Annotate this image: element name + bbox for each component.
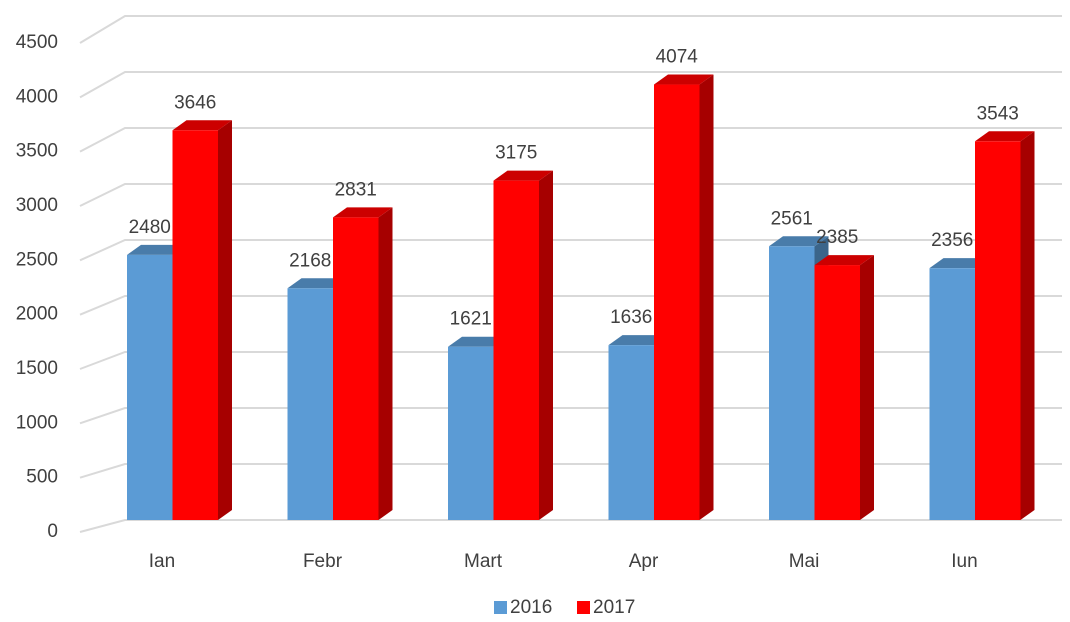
bar-side <box>699 74 714 520</box>
grid-line <box>79 351 1062 370</box>
bar-top <box>769 236 829 247</box>
grid-line <box>79 295 1062 316</box>
bar-front <box>929 268 975 520</box>
data-label: 3646 <box>174 92 216 113</box>
bar-top <box>654 74 714 85</box>
x-tick-label: Mart <box>464 551 503 572</box>
bar <box>975 131 1035 520</box>
bar-front <box>287 288 333 520</box>
bar <box>654 74 714 520</box>
legend-swatch <box>577 601 590 614</box>
data-label: 1621 <box>450 309 492 330</box>
bar-side <box>1020 131 1035 520</box>
legend-swatch <box>494 601 507 614</box>
bar-top <box>929 258 989 269</box>
bar <box>493 170 553 520</box>
y-tick-label: 2000 <box>16 304 58 325</box>
data-label: 2385 <box>816 227 858 248</box>
bar-front <box>172 130 218 520</box>
bar-top <box>333 207 393 218</box>
grid-line <box>79 127 1062 153</box>
y-tick-label: 3000 <box>16 195 58 216</box>
bar-front <box>493 180 539 520</box>
bar-side <box>860 255 874 520</box>
bar-front <box>448 346 494 520</box>
bar-front <box>608 345 654 520</box>
bar-front <box>975 141 1021 520</box>
bar-top <box>975 131 1035 142</box>
bar <box>814 255 874 520</box>
grid-line <box>79 71 1062 99</box>
x-tick-label: Iun <box>951 551 977 572</box>
grid-line <box>79 407 1062 425</box>
data-label: 2831 <box>335 179 377 200</box>
bar-front <box>769 246 815 520</box>
grid-line <box>79 239 1062 262</box>
bar-front <box>814 265 860 520</box>
y-tick-label: 4000 <box>16 86 58 107</box>
data-label: 3175 <box>495 143 537 164</box>
bar <box>172 120 232 520</box>
data-label: 3543 <box>977 103 1019 124</box>
y-tick-label: 4500 <box>16 32 58 53</box>
bar-top <box>814 255 874 266</box>
x-tick-label: Febr <box>303 551 343 572</box>
bar-side <box>378 207 393 520</box>
grid-line <box>79 519 1062 533</box>
data-label: 2168 <box>289 250 331 271</box>
y-tick-label: 1500 <box>16 358 58 379</box>
y-tick-label: 0 <box>47 521 58 542</box>
bar-side <box>218 120 232 520</box>
bar-side <box>539 170 553 520</box>
bar-top <box>127 244 187 255</box>
bar-top <box>287 278 347 289</box>
data-label: 2356 <box>931 230 973 251</box>
data-label: 2561 <box>771 208 813 229</box>
bar-top <box>493 170 553 181</box>
x-tick-label: Mai <box>789 551 820 572</box>
bar-front <box>127 254 173 520</box>
y-tick-label: 3500 <box>16 141 58 162</box>
data-label: 4074 <box>656 47 699 68</box>
y-tick-label: 2500 <box>16 249 58 270</box>
legend-label: 2016 <box>510 597 552 618</box>
bar-front <box>333 217 379 520</box>
bar-top <box>448 336 508 347</box>
x-tick-label: Ian <box>149 551 175 572</box>
grid-line <box>79 183 1062 207</box>
bar <box>333 207 393 520</box>
bar-front <box>654 84 700 520</box>
legend-label: 2017 <box>593 597 635 618</box>
data-label: 1636 <box>610 307 652 328</box>
grid-line <box>79 463 1062 479</box>
y-tick-label: 500 <box>26 467 58 488</box>
y-tick-label: 1000 <box>16 412 58 433</box>
bar-top <box>172 120 232 131</box>
grid-line <box>79 15 1062 44</box>
x-tick-label: Apr <box>629 551 659 572</box>
data-label: 2480 <box>129 217 171 238</box>
bar-top <box>608 335 668 346</box>
